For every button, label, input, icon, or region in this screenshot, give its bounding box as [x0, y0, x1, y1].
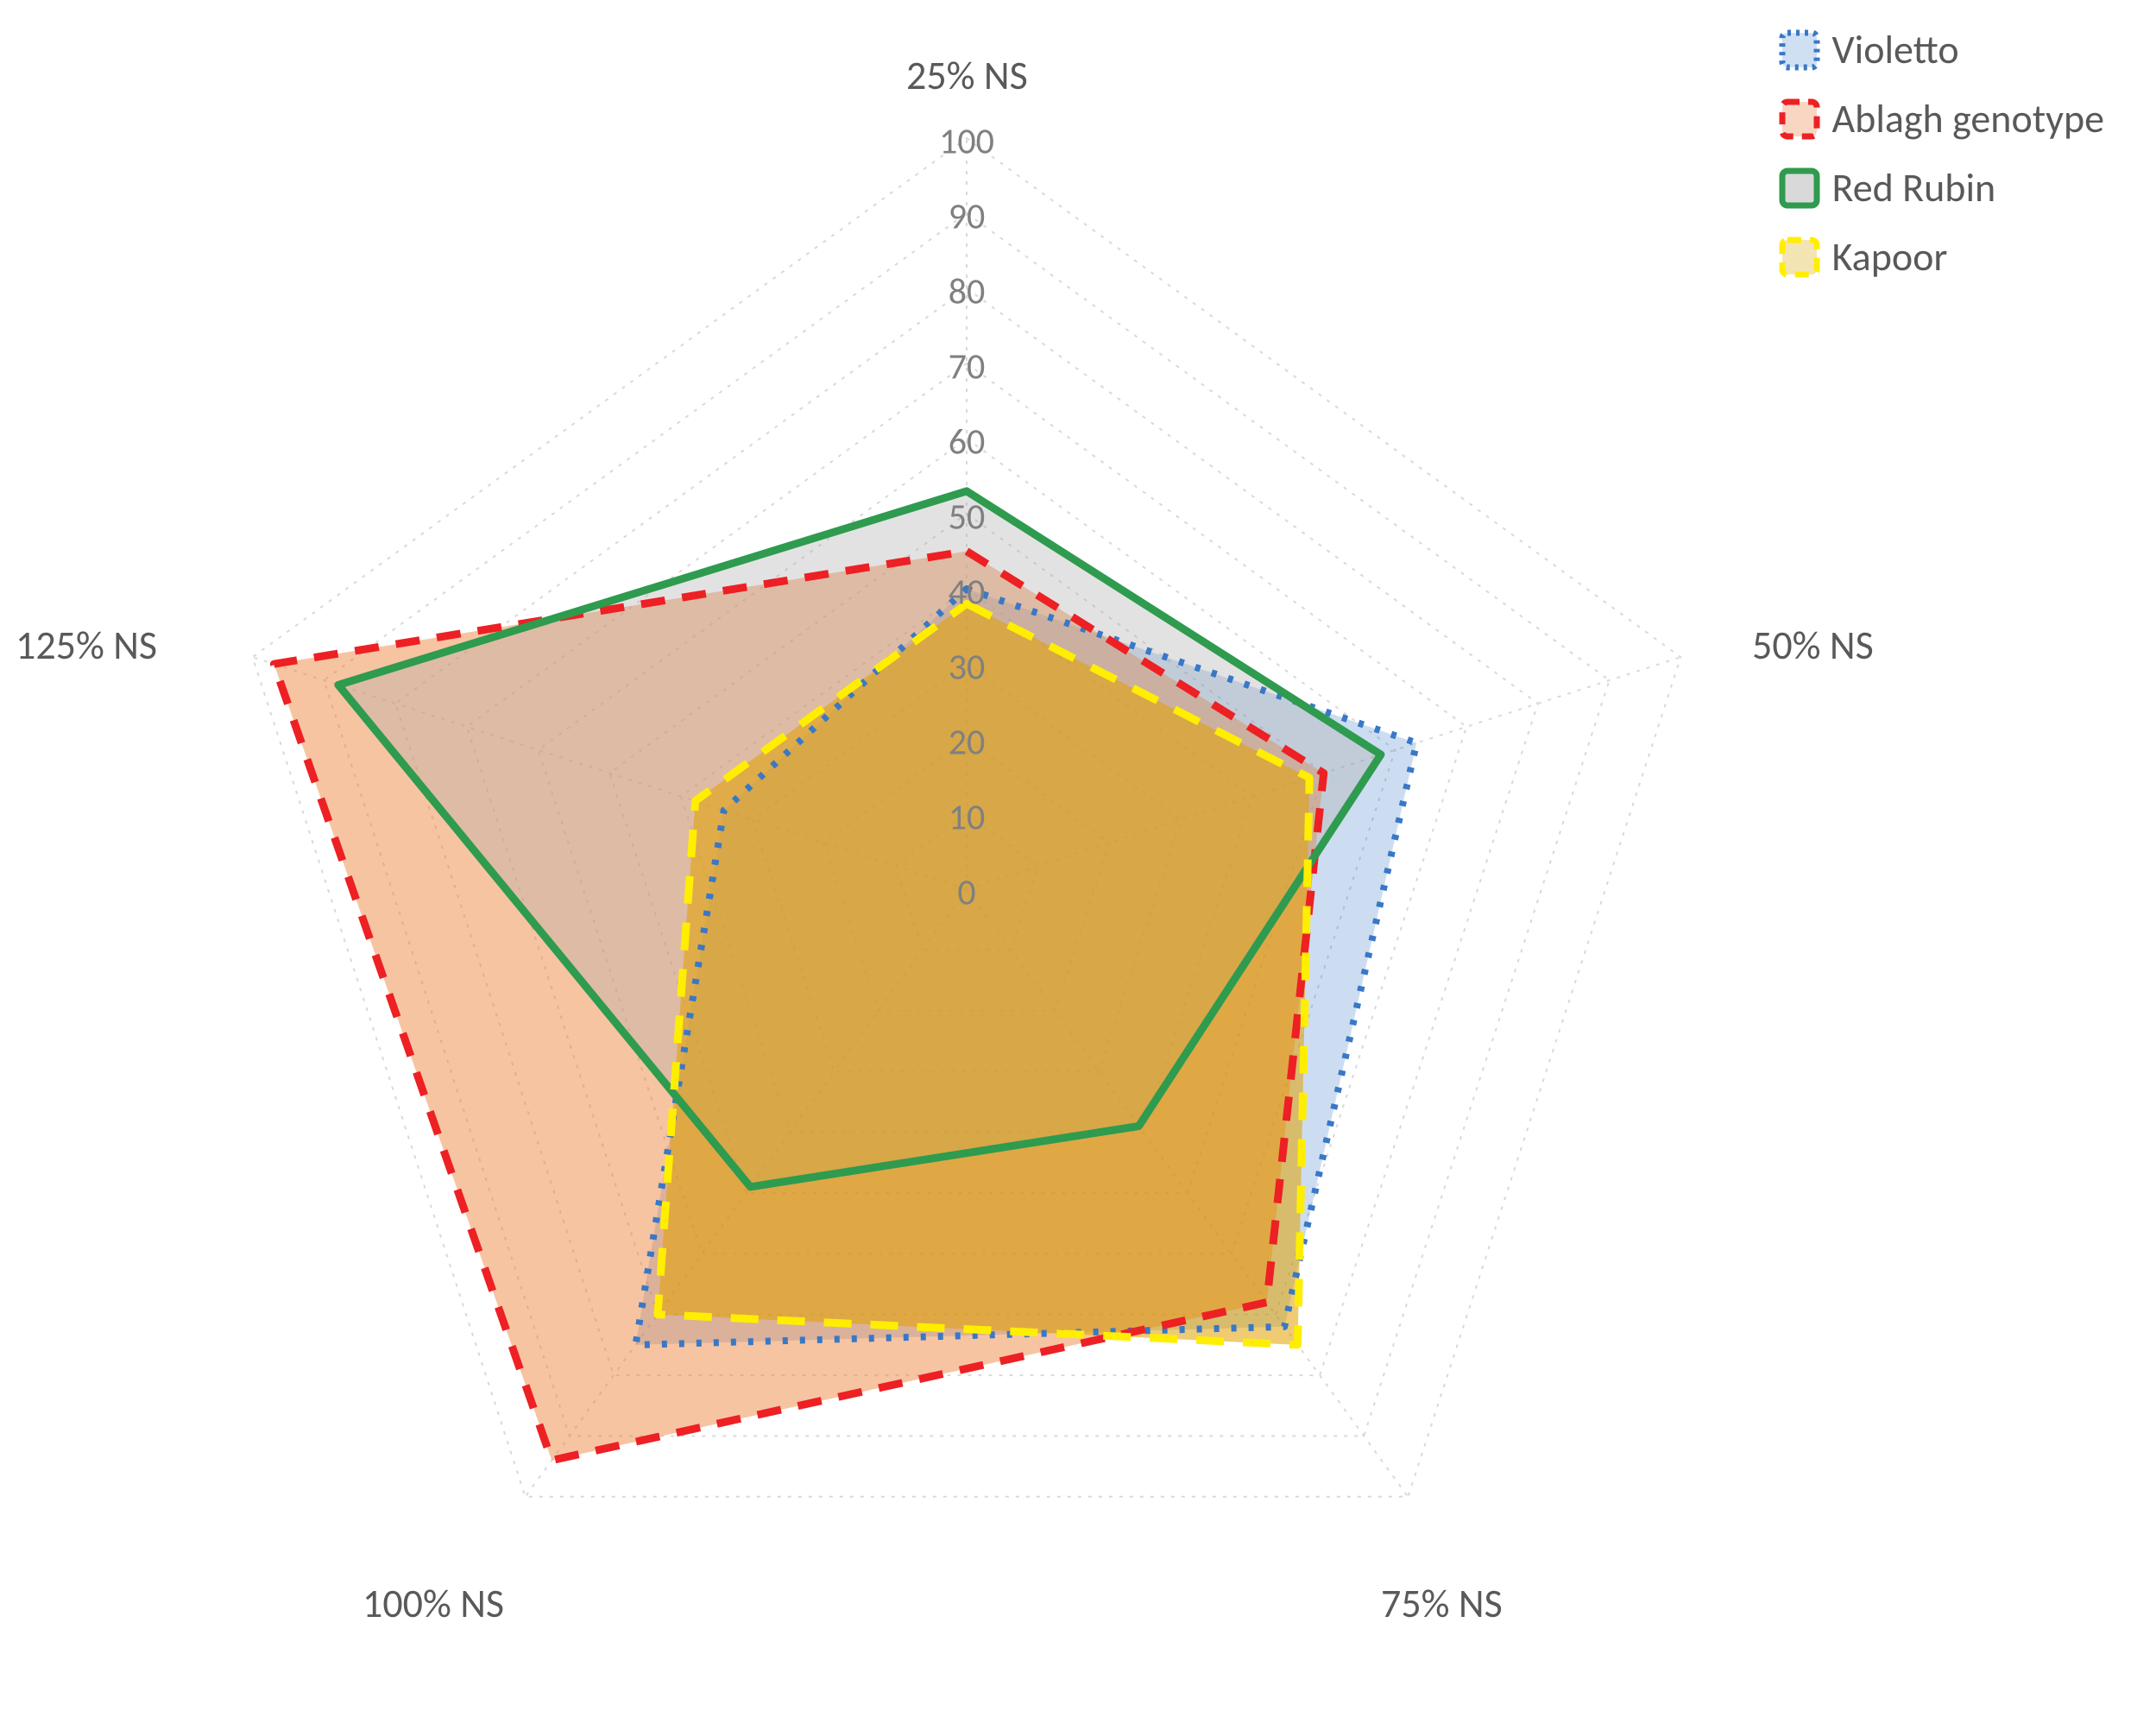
- tick-label: 20: [949, 721, 986, 765]
- legend-swatch-kapoor: [1779, 237, 1820, 278]
- axis-label-2: 75% NS: [1381, 1580, 1503, 1628]
- legend-label-violetto: Violetto: [1832, 26, 1959, 74]
- legend-item-ablagh: Ablagh genotype: [1779, 95, 2104, 143]
- tick-label: 90: [949, 195, 986, 239]
- legend: Violetto Ablagh genotype Red Rubin Kapoo…: [1779, 26, 2104, 302]
- axis-label-4: 125% NS: [16, 622, 157, 670]
- tick-label: 60: [949, 420, 986, 464]
- legend-label-ablagh: Ablagh genotype: [1832, 95, 2104, 143]
- legend-item-redrubin: Red Rubin: [1779, 164, 2104, 212]
- tick-label: 70: [949, 345, 986, 389]
- legend-item-kapoor: Kapoor: [1779, 233, 2104, 281]
- axis-label-3: 100% NS: [362, 1580, 504, 1628]
- legend-swatch-redrubin: [1779, 167, 1820, 209]
- tick-label: 40: [949, 571, 986, 615]
- axis-label-0: 25% NS: [906, 52, 1028, 100]
- tick-label: 10: [949, 796, 986, 840]
- legend-swatch-ablagh: [1779, 98, 1820, 140]
- legend-label-kapoor: Kapoor: [1832, 233, 1948, 281]
- legend-swatch-violetto: [1779, 29, 1820, 71]
- tick-label: 80: [949, 270, 986, 314]
- axis-label-1: 50% NS: [1752, 622, 1874, 670]
- tick-label: 50: [949, 496, 986, 540]
- tick-label: 100: [939, 120, 994, 164]
- tick-label: 30: [949, 646, 986, 690]
- legend-item-violetto: Violetto: [1779, 26, 2104, 74]
- radar-chart-container: 25% NS 50% NS 75% NS 100% NS 125% NS 0 10…: [0, 0, 2156, 1711]
- legend-label-redrubin: Red Rubin: [1832, 164, 1996, 212]
- tick-label: 0: [957, 871, 975, 915]
